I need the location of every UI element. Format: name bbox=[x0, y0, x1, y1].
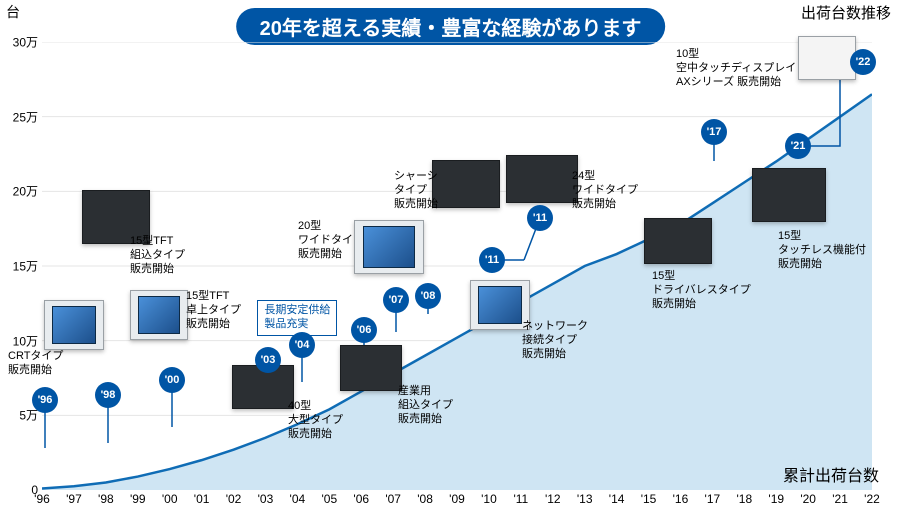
x-tick-label: '11 bbox=[513, 492, 528, 506]
milestone-annotation: CRTタイプ販売開始 bbox=[8, 350, 63, 378]
x-tick-label: '96 bbox=[34, 492, 50, 506]
product-thumbnail bbox=[340, 345, 402, 391]
year-badge: '06 bbox=[351, 317, 377, 343]
x-tick-label: '19 bbox=[768, 492, 784, 506]
x-tick-label: '04 bbox=[290, 492, 306, 506]
product-thumbnail bbox=[470, 280, 530, 330]
x-tick-label: '18 bbox=[736, 492, 752, 506]
y-tick-label: 10万 bbox=[13, 332, 38, 349]
year-badge: '21 bbox=[785, 133, 811, 159]
x-tick-label: '07 bbox=[385, 492, 401, 506]
year-badge: '03 bbox=[255, 347, 281, 373]
year-badge: '07 bbox=[383, 287, 409, 313]
y-tick-label: 15万 bbox=[13, 258, 38, 275]
y-tick-label: 20万 bbox=[13, 183, 38, 200]
milestone-annotation: ネットワーク接続タイプ販売開始 bbox=[522, 320, 588, 361]
callout-box: 長期安定供給 製品充実 bbox=[257, 300, 337, 336]
y-tick-label: 25万 bbox=[13, 108, 38, 125]
x-tick-label: '98 bbox=[98, 492, 114, 506]
x-tick-label: '20 bbox=[800, 492, 816, 506]
x-tick-label: '12 bbox=[545, 492, 561, 506]
product-thumbnail bbox=[354, 220, 424, 274]
x-tick-label: '06 bbox=[353, 492, 369, 506]
year-badge: '11 bbox=[527, 205, 553, 231]
cumulative-note: 累計出荷台数 bbox=[783, 462, 879, 486]
product-thumbnail bbox=[432, 160, 500, 208]
product-thumbnail bbox=[644, 218, 712, 264]
milestone-annotation: 15型タッチレス機能付販売開始 bbox=[778, 230, 866, 271]
callout-line1: 長期安定供給 bbox=[264, 304, 330, 316]
x-tick-label: '01 bbox=[194, 492, 210, 506]
product-thumbnail bbox=[44, 300, 104, 350]
milestone-annotation: 15型TFT卓上タイプ販売開始 bbox=[186, 290, 241, 331]
x-tick-label: '03 bbox=[258, 492, 274, 506]
x-tick-label: '09 bbox=[449, 492, 465, 506]
x-tick-label: '02 bbox=[226, 492, 242, 506]
milestone-annotation: 24型ワイドタイプ販売開始 bbox=[572, 170, 638, 211]
year-badge: '22 bbox=[850, 49, 876, 75]
x-tick-label: '08 bbox=[417, 492, 433, 506]
chart-title-right: 出荷台数推移 bbox=[801, 2, 891, 23]
milestone-annotation: 産業用組込タイプ販売開始 bbox=[398, 385, 453, 426]
year-badge: '11 bbox=[479, 247, 505, 273]
year-badge: '17 bbox=[701, 119, 727, 145]
product-thumbnail bbox=[752, 168, 826, 222]
y-axis-unit: 台 bbox=[6, 2, 20, 22]
milestone-annotation: 10型空中タッチディスプレイAXシリーズ 販売開始 bbox=[676, 48, 796, 89]
year-badge: '96 bbox=[32, 387, 58, 413]
x-tick-label: '16 bbox=[673, 492, 689, 506]
x-tick-label: '22 bbox=[864, 492, 880, 506]
y-tick-label: 30万 bbox=[13, 34, 38, 51]
year-badge: '98 bbox=[95, 382, 121, 408]
milestone-annotation: 15型TFT組込タイプ販売開始 bbox=[130, 235, 185, 276]
milestone-annotation: シャーシタイプ販売開始 bbox=[394, 170, 438, 211]
year-badge: '04 bbox=[289, 332, 315, 358]
x-tick-label: '14 bbox=[609, 492, 625, 506]
milestone-annotation: 15型ドライバレスタイプ販売開始 bbox=[652, 270, 751, 311]
year-badge: '08 bbox=[415, 283, 441, 309]
x-tick-label: '05 bbox=[321, 492, 337, 506]
product-thumbnail bbox=[130, 290, 188, 340]
x-tick-label: '10 bbox=[481, 492, 497, 506]
x-tick-label: '00 bbox=[162, 492, 178, 506]
callout-line2: 製品充実 bbox=[264, 318, 308, 330]
x-tick-label: '99 bbox=[130, 492, 146, 506]
product-thumbnail bbox=[506, 155, 578, 203]
x-tick-label: '21 bbox=[832, 492, 848, 506]
milestone-annotation: 40型大型タイプ販売開始 bbox=[288, 400, 343, 441]
x-tick-label: '13 bbox=[577, 492, 593, 506]
headline-pill: 20年を超える実績・豊富な経験があります bbox=[236, 8, 666, 45]
x-tick-label: '97 bbox=[66, 492, 82, 506]
product-thumbnail bbox=[798, 36, 856, 80]
year-badge: '00 bbox=[159, 367, 185, 393]
x-tick-label: '15 bbox=[641, 492, 657, 506]
x-tick-label: '17 bbox=[705, 492, 721, 506]
